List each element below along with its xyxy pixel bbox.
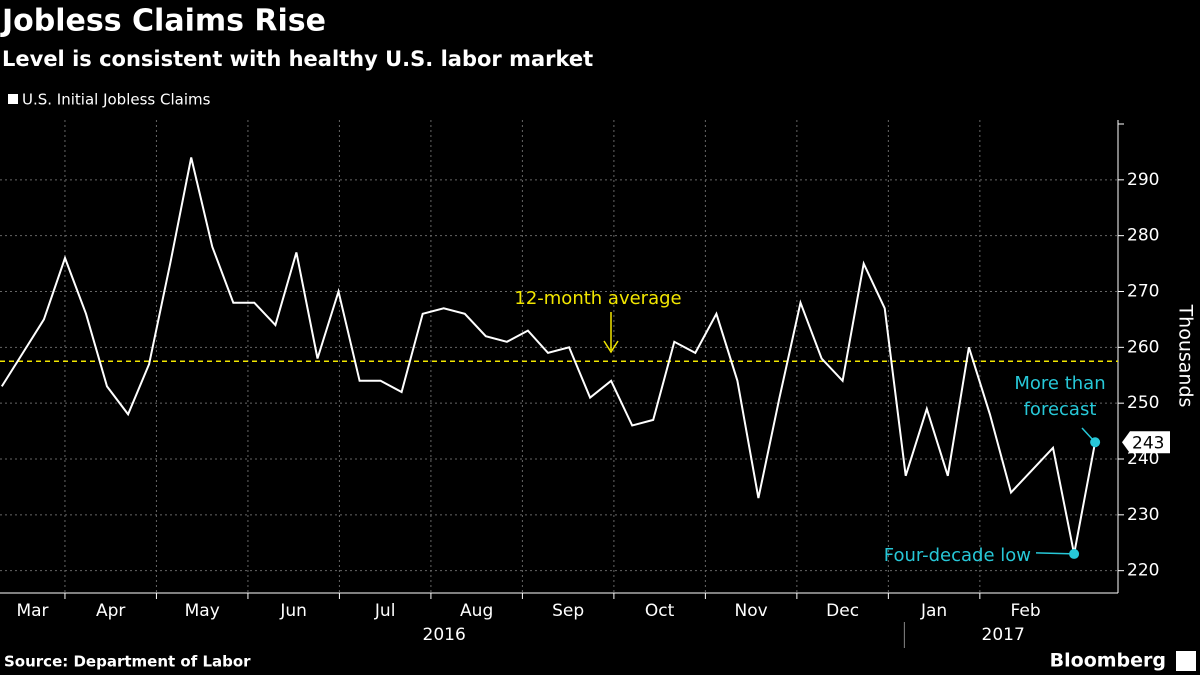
brand: Bloomberg	[1050, 650, 1166, 672]
chart-subtitle: Level is consistent with healthy U.S. la…	[2, 47, 593, 71]
y-tick-label: 290	[1127, 170, 1159, 190]
y-axis-label: Thousands	[1175, 304, 1197, 408]
annotation: More than forecast	[1014, 373, 1105, 420]
last-marker	[1090, 437, 1101, 448]
low-marker	[1069, 548, 1080, 559]
y-tick-label: 280	[1127, 226, 1159, 246]
last-value-tag	[1122, 431, 1170, 454]
series-line	[0, 157, 1097, 555]
average-arrowhead	[603, 340, 619, 354]
year-label: 2016	[423, 625, 466, 645]
x-tick-label: Oct	[645, 601, 675, 621]
x-tick-label: Apr	[96, 601, 125, 621]
annotation-leader	[1035, 552, 1075, 555]
x-tick-label: Jun	[279, 601, 307, 621]
year-label: 2017	[982, 625, 1025, 645]
y-tick-label: 240	[1127, 449, 1159, 469]
x-tick-label: Sep	[552, 601, 584, 621]
y-tick-label: 220	[1127, 561, 1159, 581]
x-tick-label: Jul	[374, 601, 396, 621]
legend-swatch	[8, 94, 18, 104]
annotation: Four-decade low	[884, 545, 1031, 566]
x-tick-label: Nov	[735, 601, 768, 621]
y-tick-label: 250	[1127, 393, 1159, 413]
y-tick-label: 270	[1127, 282, 1159, 302]
y-tick-label: 260	[1127, 337, 1159, 357]
x-tick-label: Feb	[1011, 601, 1041, 621]
brand-icon	[1176, 651, 1196, 671]
average-label: 12-month average	[514, 288, 681, 309]
last-value-label: 243	[1132, 433, 1164, 453]
x-tick-label: May	[185, 601, 220, 621]
source: Source: Department of Labor	[4, 653, 251, 671]
x-tick-label: Aug	[460, 601, 493, 621]
x-tick-label: Mar	[16, 601, 48, 621]
y-tick-label: 230	[1127, 505, 1159, 525]
x-tick-label: Dec	[826, 601, 859, 621]
legend-label: U.S. Initial Jobless Claims	[22, 91, 211, 109]
x-tick-label: Jan	[920, 601, 947, 621]
chart-title: Jobless Claims Rise	[0, 4, 326, 39]
